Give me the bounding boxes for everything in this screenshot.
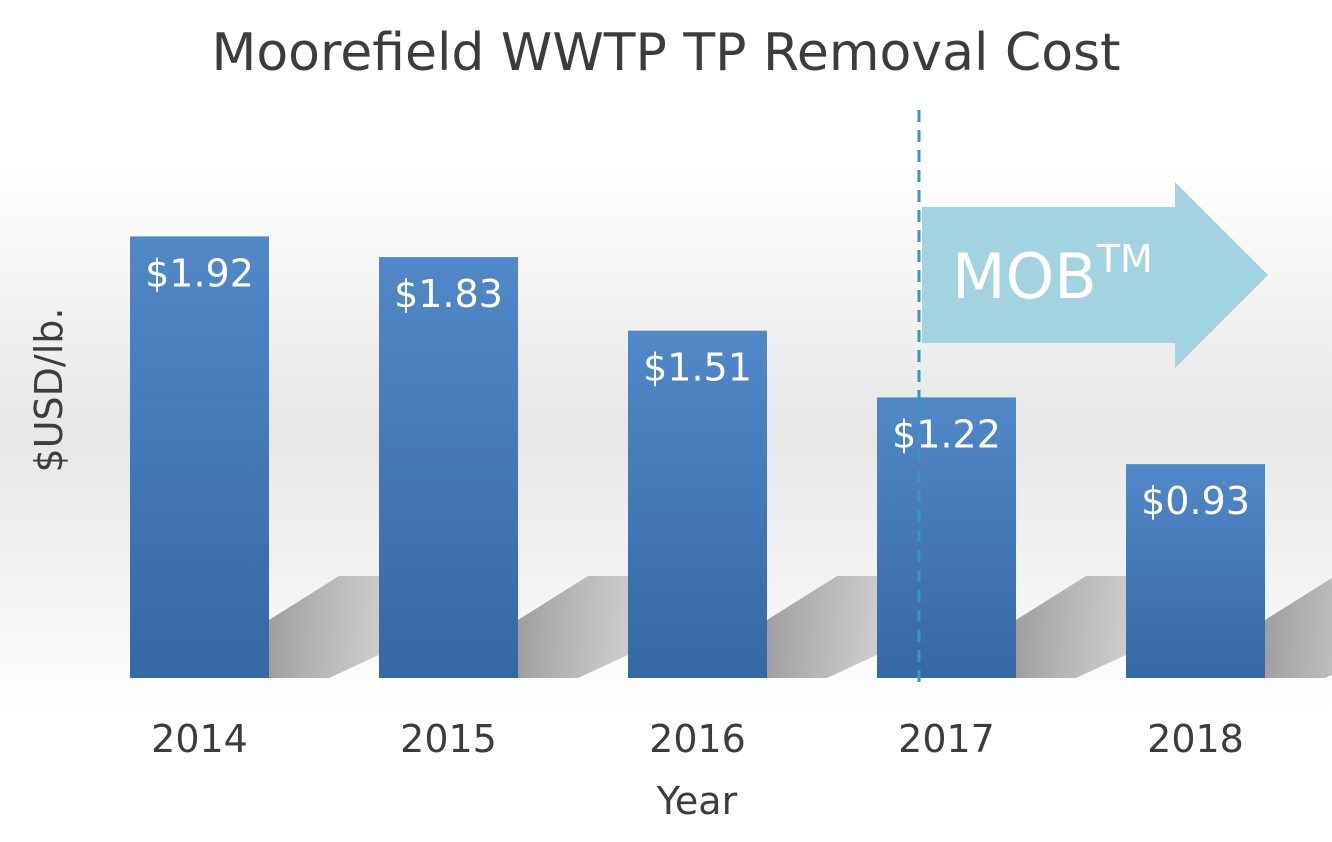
bar-2017 (877, 397, 1016, 678)
mob-arrow-shape (922, 182, 1268, 368)
mob-arrow-label: MOBTM (952, 237, 1153, 313)
x-tick-labels: 2014 2015 2016 2017 2018 (151, 717, 1244, 761)
x-tick-2017: 2017 (898, 717, 995, 761)
data-label-2018: $0.93 (1141, 479, 1250, 523)
bar-shadow (1265, 577, 1332, 678)
bar-2014 (130, 236, 269, 678)
bar-2015 (379, 257, 518, 678)
y-axis-label: $USD/lb. (27, 308, 71, 473)
mob-label-text: MOB (952, 240, 1097, 313)
mob-annotation: MOBTM (922, 182, 1268, 368)
x-tick-2014: 2014 (151, 717, 248, 761)
x-tick-2015: 2015 (400, 717, 497, 761)
chart-title: Moorefield WWTP TP Removal Cost (211, 23, 1120, 83)
data-label-2015: $1.83 (394, 272, 503, 316)
x-tick-2016: 2016 (649, 717, 746, 761)
data-label-2014: $1.92 (145, 251, 254, 295)
bars (130, 236, 1265, 678)
bar-2016 (628, 330, 767, 678)
x-axis-label: Year (656, 779, 738, 823)
data-label-2017: $1.22 (892, 412, 1001, 456)
bar-2018 (1126, 464, 1265, 678)
mob-label-superscript: TM (1096, 237, 1153, 281)
bar-data-labels: $1.92 $1.83 $1.51 $1.22 $0.93 (145, 251, 1250, 523)
x-tick-2018: 2018 (1147, 717, 1244, 761)
data-label-2016: $1.51 (643, 346, 752, 390)
